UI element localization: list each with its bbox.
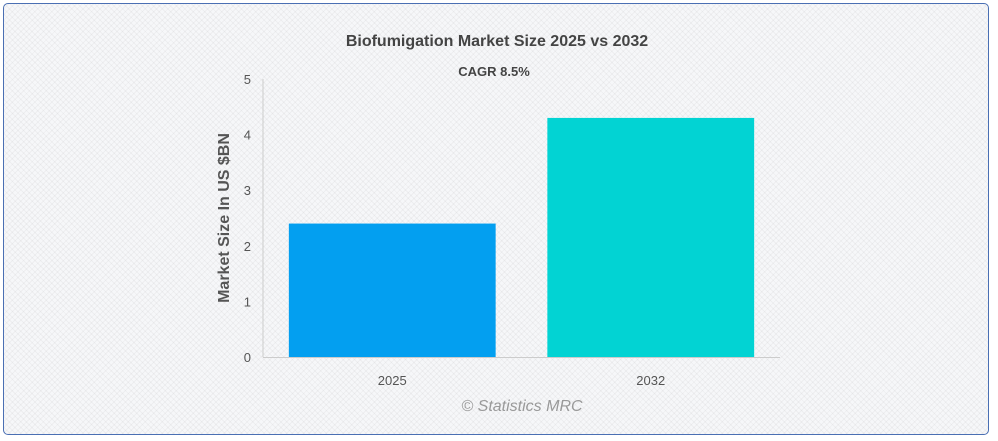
chart-subtitle: CAGR 8.5% [458,64,530,79]
y-tick-label: 0 [244,350,251,365]
y-axis-ticks: 0 1 2 3 4 5 [244,72,251,365]
y-tick-label: 3 [244,183,251,198]
chart-frame [3,3,989,435]
bar-2025 [288,223,496,357]
credit-text: © Statistics MRC [461,398,583,415]
bars [288,117,755,357]
bar-2032 [547,117,755,357]
x-axis-ticks: 2025 2032 [378,373,665,388]
x-tick-label: 2032 [636,373,665,388]
y-tick-label: 4 [244,128,251,143]
y-tick-label: 2 [244,239,251,254]
y-axis-label: Market Size In US $BN [216,133,233,303]
y-tick-label: 1 [244,294,251,309]
chart-title: Biofumigation Market Size 2025 vs 2032 [346,33,648,50]
y-tick-label: 5 [244,72,251,87]
x-tick-label: 2025 [378,373,407,388]
